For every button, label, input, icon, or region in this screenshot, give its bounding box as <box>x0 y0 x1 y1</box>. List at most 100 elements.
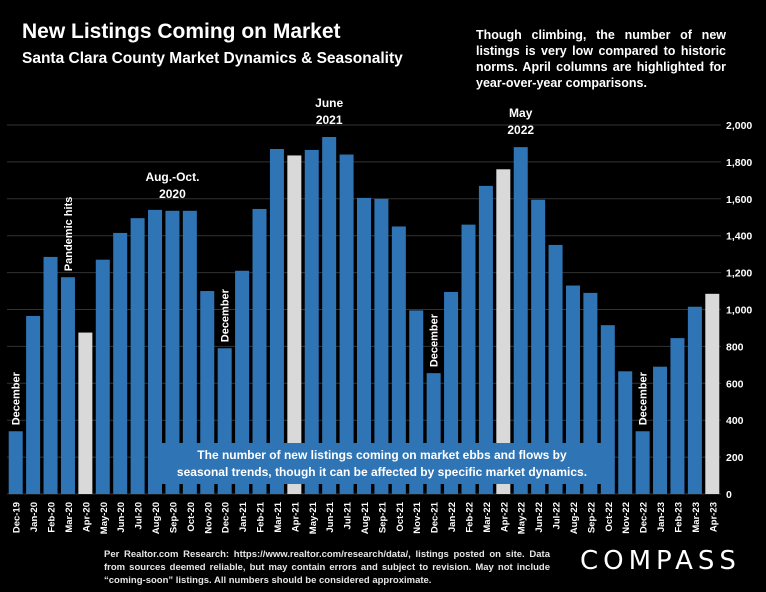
x-tick-label: Aug-22 <box>569 502 580 534</box>
y-tick-label: 1,600 <box>726 194 752 206</box>
x-tick-label: Apr-21 <box>290 501 301 532</box>
bar <box>322 136 337 494</box>
bar <box>287 155 302 494</box>
annotation-label: Aug.-Oct. <box>145 170 199 184</box>
y-tick-label: 200 <box>726 452 744 464</box>
x-tick-label: Jul-22 <box>552 502 563 529</box>
bar <box>565 285 580 494</box>
bar <box>705 293 720 494</box>
x-tick-label: Dec-19 <box>12 502 23 533</box>
x-tick-label: Jan-20 <box>29 502 40 532</box>
bar <box>635 431 650 494</box>
x-tick-label: Aug-20 <box>151 502 162 534</box>
bar <box>618 371 633 494</box>
callout-box <box>162 443 602 484</box>
x-tick-label: Sep-22 <box>586 502 597 533</box>
y-tick-label: 800 <box>726 341 744 353</box>
x-tick-label: Apr-22 <box>499 502 510 532</box>
x-tick-label: Jan-21 <box>238 501 249 532</box>
x-tick-label: Apr-23 <box>708 502 719 532</box>
bar <box>461 224 476 494</box>
callout-text: The number of new listings coming on mar… <box>197 448 567 462</box>
bar <box>8 431 23 494</box>
bar <box>374 198 389 495</box>
bar <box>531 199 546 494</box>
x-tick-label: Jun-20 <box>116 502 127 533</box>
callout-text: seasonal trends, though it can be affect… <box>177 465 587 479</box>
x-tick-label: Feb-21 <box>256 501 267 532</box>
annotation-label: Pandemic hits <box>63 197 75 272</box>
x-tick-label: Dec-20 <box>221 502 232 533</box>
annotation-label: 2020 <box>159 187 186 201</box>
annotation-label: December <box>220 288 232 342</box>
x-tick-label: Mar-22 <box>482 502 493 533</box>
bar <box>357 197 371 494</box>
bar <box>130 218 145 495</box>
y-tick-label: 600 <box>726 378 744 390</box>
bar <box>670 338 685 494</box>
x-tick-label: May-20 <box>99 502 110 534</box>
x-tick-label: Dec-22 <box>639 502 650 533</box>
x-tick-label: Jul-20 <box>134 502 145 529</box>
bar <box>252 208 267 494</box>
y-tick-label: 400 <box>726 415 744 427</box>
commentary-note: Though climbing, the number of new listi… <box>476 28 726 90</box>
x-tick-label: Mar-23 <box>691 502 702 533</box>
x-tick-label: Nov-20 <box>203 502 214 534</box>
bar <box>269 148 284 495</box>
compass-logo: COMPASS <box>580 546 741 576</box>
bar <box>513 147 528 494</box>
bar <box>600 325 615 494</box>
bar <box>78 332 93 494</box>
x-tick-label: Oct-22 <box>604 502 615 532</box>
annotation-label: 2021 <box>316 113 343 127</box>
x-tick-label: Jun-21 <box>325 501 336 532</box>
annotation-label: June <box>315 96 343 110</box>
x-tick-label: Feb-22 <box>464 502 475 533</box>
x-tick-label: Dec-21 <box>430 501 441 533</box>
source-footnote: Per Realtor.com Research: https://www.re… <box>104 549 550 586</box>
bar <box>165 210 180 495</box>
annotation-label: May <box>509 106 533 120</box>
x-tick-label: Nov-22 <box>621 502 632 534</box>
chart-subtitle: Santa Clara County Market Dynamics & Sea… <box>22 50 403 67</box>
bar <box>26 315 41 494</box>
y-tick-label: 0 <box>726 489 732 501</box>
bar <box>304 149 319 494</box>
bar <box>235 270 250 494</box>
x-tick-label: Apr-20 <box>81 502 92 532</box>
bar <box>60 277 75 494</box>
bar <box>391 226 406 494</box>
bar <box>653 366 668 494</box>
bar <box>478 185 493 494</box>
x-tick-label: Jul-21 <box>343 501 354 529</box>
x-tick-label: May-22 <box>517 502 528 534</box>
y-tick-label: 2,000 <box>726 120 752 132</box>
x-tick-label: Sep-20 <box>168 502 179 533</box>
x-tick-label: May-21 <box>308 501 319 534</box>
x-tick-label: Jun-22 <box>534 502 545 533</box>
x-tick-label: Feb-20 <box>47 502 58 533</box>
x-tick-label: Jan-23 <box>656 502 667 532</box>
bar <box>148 209 163 494</box>
bar <box>339 154 354 494</box>
bar <box>43 256 58 494</box>
y-tick-label: 1,000 <box>726 305 752 317</box>
y-tick-label: 1,800 <box>726 157 752 169</box>
x-tick-label: Sep-21 <box>377 501 388 533</box>
annotation-label: 2022 <box>507 123 534 137</box>
y-tick-label: 1,400 <box>726 231 752 243</box>
x-tick-label: Aug-21 <box>360 501 371 534</box>
bar <box>95 259 110 494</box>
bar <box>113 232 128 494</box>
bar <box>687 306 702 494</box>
x-tick-label: Feb-23 <box>673 502 684 533</box>
bar <box>496 169 511 494</box>
annotation-label: December <box>638 371 650 425</box>
x-tick-label: Nov-21 <box>412 501 423 533</box>
annotation-label: December <box>429 313 441 367</box>
chart-title: New Listings Coming on Market <box>22 20 341 43</box>
y-tick-label: 1,200 <box>726 268 752 280</box>
x-tick-label: Mar-21 <box>273 501 284 532</box>
